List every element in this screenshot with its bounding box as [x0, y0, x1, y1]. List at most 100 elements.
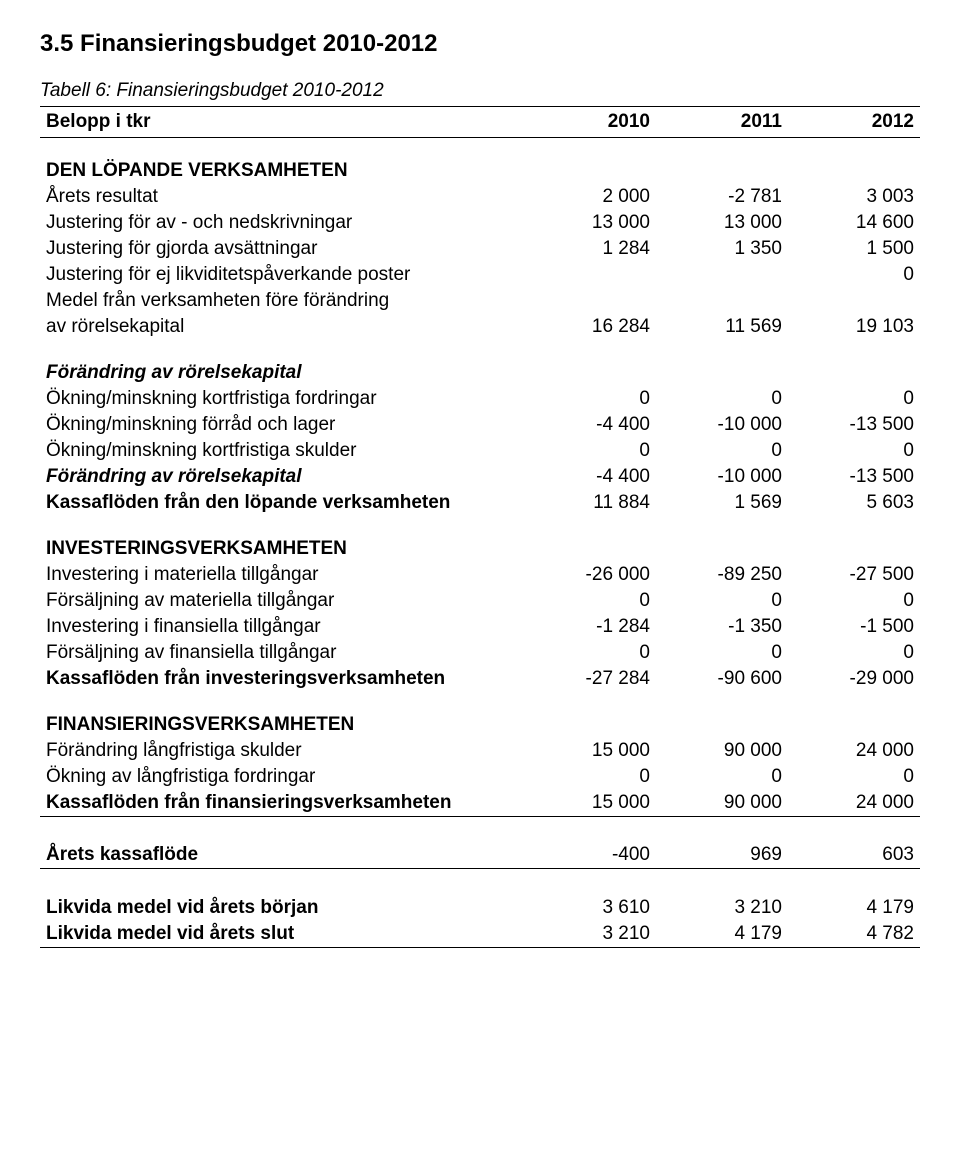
table-row: Likvida medel vid årets slut 3 210 4 179…	[40, 921, 920, 948]
row-value: 0	[656, 764, 788, 790]
section-title: DEN LÖPANDE VERKSAMHETEN	[40, 158, 920, 184]
table-row: Ökning/minskning förråd och lager -4 400…	[40, 412, 920, 438]
row-label: Årets resultat	[40, 184, 524, 210]
row-label: Kassaflöden från finansieringsverksamhet…	[40, 790, 524, 817]
row-label: Kassaflöden från den löpande verksamhete…	[40, 490, 524, 516]
row-value	[524, 288, 656, 314]
row-label: av rörelsekapital	[40, 314, 524, 340]
row-value: -400	[524, 842, 656, 869]
row-value: 11 569	[656, 314, 788, 340]
row-label: Likvida medel vid årets början	[40, 895, 524, 921]
row-value: 2 000	[524, 184, 656, 210]
row-label: Justering för av - och nedskrivningar	[40, 210, 524, 236]
table-row: Kassaflöden från den löpande verksamhete…	[40, 490, 920, 516]
table-row: Försäljning av materiella tillgångar 0 0…	[40, 588, 920, 614]
table-row: Förändring långfristiga skulder 15 000 9…	[40, 738, 920, 764]
row-value: 24 000	[788, 790, 920, 817]
row-value: 19 103	[788, 314, 920, 340]
row-value: 90 000	[656, 790, 788, 817]
row-value: 24 000	[788, 738, 920, 764]
table-row: Årets resultat 2 000 -2 781 3 003	[40, 184, 920, 210]
row-value: 1 350	[656, 236, 788, 262]
row-label: Medel från verksamheten före förändring	[40, 288, 524, 314]
row-value: -4 400	[524, 464, 656, 490]
header-year-3: 2012	[788, 107, 920, 138]
row-value: -29 000	[788, 666, 920, 692]
subsection-title-row: Förändring av rörelsekapital	[40, 360, 920, 386]
row-value: -2 781	[656, 184, 788, 210]
row-value: -10 000	[656, 464, 788, 490]
row-label: Ökning/minskning förråd och lager	[40, 412, 524, 438]
row-label: Investering i materiella tillgångar	[40, 562, 524, 588]
row-value: 0	[788, 438, 920, 464]
row-value: 4 782	[788, 921, 920, 948]
row-value: -1 500	[788, 614, 920, 640]
section-title: FINANSIERINGSVERKSAMHETEN	[40, 712, 920, 738]
header-year-2: 2011	[656, 107, 788, 138]
section-title-row: FINANSIERINGSVERKSAMHETEN	[40, 712, 920, 738]
section-title-row: INVESTERINGSVERKSAMHETEN	[40, 536, 920, 562]
row-label: Justering för gjorda avsättningar	[40, 236, 524, 262]
finance-table: Belopp i tkr 2010 2011 2012 DEN LÖPANDE …	[40, 106, 920, 948]
row-value: 3 210	[656, 895, 788, 921]
row-value: 13 000	[524, 210, 656, 236]
table-row: Justering för ej likviditetspåverkande p…	[40, 262, 920, 288]
row-value: 1 569	[656, 490, 788, 516]
row-value: -10 000	[656, 412, 788, 438]
table-row: Justering för gjorda avsättningar 1 284 …	[40, 236, 920, 262]
row-value: 0	[524, 386, 656, 412]
row-value: 0	[788, 262, 920, 288]
row-value: 0	[656, 640, 788, 666]
table-row: Ökning av långfristiga fordringar 0 0 0	[40, 764, 920, 790]
row-value: 0	[524, 438, 656, 464]
row-value: 969	[656, 842, 788, 869]
table-row: Förändring av rörelsekapital -4 400 -10 …	[40, 464, 920, 490]
row-value: 0	[524, 588, 656, 614]
row-label: Investering i finansiella tillgångar	[40, 614, 524, 640]
table-row: Investering i materiella tillgångar -26 …	[40, 562, 920, 588]
spacer-row	[40, 340, 920, 360]
row-value: 15 000	[524, 790, 656, 817]
section-title: INVESTERINGSVERKSAMHETEN	[40, 536, 920, 562]
row-value: -27 500	[788, 562, 920, 588]
table-caption: Tabell 6: Finansieringsbudget 2010-2012	[40, 80, 920, 102]
row-value: 1 284	[524, 236, 656, 262]
row-value	[656, 262, 788, 288]
table-row: Årets kassaflöde -400 969 603	[40, 842, 920, 869]
row-value: 0	[788, 588, 920, 614]
table-row: Kassaflöden från investeringsverksamhete…	[40, 666, 920, 692]
row-label: Försäljning av finansiella tillgångar	[40, 640, 524, 666]
row-label: Ökning/minskning kortfristiga skulder	[40, 438, 524, 464]
row-value: -1 284	[524, 614, 656, 640]
row-value: 13 000	[656, 210, 788, 236]
row-value: 0	[788, 764, 920, 790]
row-value: 4 179	[656, 921, 788, 948]
table-row: Likvida medel vid årets början 3 610 3 2…	[40, 895, 920, 921]
row-label: Ökning av långfristiga fordringar	[40, 764, 524, 790]
row-value: -90 600	[656, 666, 788, 692]
row-value: 90 000	[656, 738, 788, 764]
row-value: 5 603	[788, 490, 920, 516]
row-value: 3 610	[524, 895, 656, 921]
row-value: -13 500	[788, 412, 920, 438]
table-row: Medel från verksamheten före förändring	[40, 288, 920, 314]
row-value: 0	[656, 438, 788, 464]
spacer-row	[40, 516, 920, 536]
row-label: Ökning/minskning kortfristiga fordringar	[40, 386, 524, 412]
row-value: 3 003	[788, 184, 920, 210]
row-value	[656, 288, 788, 314]
row-value: -27 284	[524, 666, 656, 692]
row-value: 0	[788, 640, 920, 666]
row-label: Kassaflöden från investeringsverksamhete…	[40, 666, 524, 692]
table-row: Justering för av - och nedskrivningar 13…	[40, 210, 920, 236]
table-row: Försäljning av finansiella tillgångar 0 …	[40, 640, 920, 666]
section-title-row: DEN LÖPANDE VERKSAMHETEN	[40, 158, 920, 184]
section-heading: 3.5 Finansieringsbudget 2010-2012	[40, 30, 920, 58]
row-value: 0	[524, 764, 656, 790]
spacer-row	[40, 138, 920, 158]
header-label: Belopp i tkr	[40, 107, 524, 138]
row-label: Justering för ej likviditetspåverkande p…	[40, 262, 524, 288]
row-label: Årets kassaflöde	[40, 842, 524, 869]
row-label: Likvida medel vid årets slut	[40, 921, 524, 948]
table-row: Investering i finansiella tillgångar -1 …	[40, 614, 920, 640]
